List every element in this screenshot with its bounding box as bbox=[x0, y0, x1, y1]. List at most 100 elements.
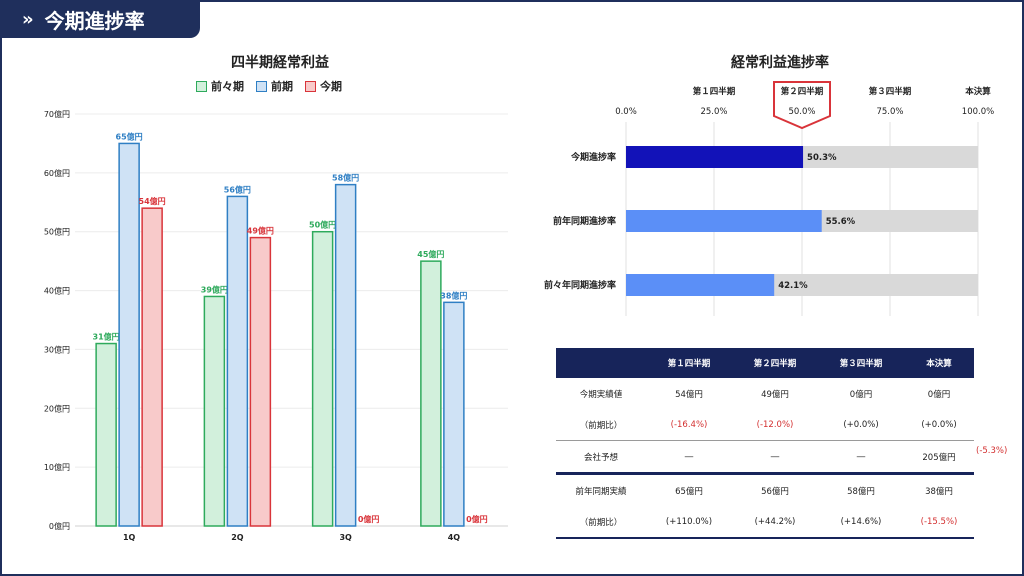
data-label: 42.1% bbox=[778, 281, 808, 291]
data-label: 54億円 bbox=[139, 196, 166, 206]
table-cell: 49億円 bbox=[761, 389, 789, 400]
bar-chart-legend: 前々期 前期 今期 bbox=[196, 78, 342, 94]
table-cell: 54億円 bbox=[675, 389, 703, 400]
table-header-cell: 第１四半期 bbox=[646, 348, 732, 378]
x-tick-label: 1Q bbox=[123, 533, 136, 542]
data-label: 49億円 bbox=[247, 226, 274, 236]
legend-item-current: 今期 bbox=[305, 78, 342, 94]
quarter-label: 第３四半期 bbox=[869, 86, 912, 97]
bar bbox=[118, 142, 140, 527]
table-cell: (+14.6%) bbox=[818, 506, 904, 539]
progress-bar bbox=[626, 146, 804, 168]
data-label: 38億円 bbox=[440, 290, 467, 300]
row-label: 会社予想 bbox=[583, 452, 618, 463]
bar bbox=[334, 183, 357, 527]
table-cell: 65億円 bbox=[646, 472, 732, 506]
y-tick-label: 20億円 bbox=[44, 403, 70, 413]
x-tick-label: 75.0% bbox=[876, 107, 903, 117]
data-label: 31億円 bbox=[93, 332, 120, 342]
legend-label: 前々期 bbox=[211, 80, 244, 93]
header-banner: » 今期進捗率 bbox=[0, 0, 200, 38]
data-label: 58億円 bbox=[332, 173, 359, 183]
table-cell: 38億円 bbox=[904, 472, 974, 506]
quarter-label: 本決算 bbox=[965, 86, 991, 97]
table-cell: 58億円 bbox=[818, 472, 904, 506]
bar bbox=[420, 260, 442, 527]
quarter-label: 第２四半期 bbox=[781, 86, 824, 97]
legend-swatch bbox=[256, 80, 267, 92]
y-tick-label: 30億円 bbox=[44, 344, 70, 354]
category-label: 前年同期進捗率 bbox=[553, 215, 616, 227]
legend-swatch bbox=[305, 80, 316, 92]
bar-chart-title: 四半期経常利益 bbox=[231, 55, 329, 71]
x-tick-label: 2Q bbox=[231, 533, 244, 542]
row-label: （前期比） bbox=[556, 409, 646, 441]
data-label: 56億円 bbox=[224, 184, 251, 194]
data-label: 50.3% bbox=[807, 153, 837, 163]
y-tick-label: 50億円 bbox=[44, 227, 70, 237]
x-tick-label: 25.0% bbox=[700, 107, 727, 117]
legend-item-prev2: 前々期 bbox=[196, 78, 244, 94]
table-cell: (+0.0%) bbox=[818, 409, 904, 441]
data-label: 39億円 bbox=[201, 284, 228, 294]
bar bbox=[249, 236, 272, 527]
table-cell: (+110.0%) bbox=[646, 506, 732, 539]
quarter-label: 第１四半期 bbox=[693, 86, 736, 97]
x-tick-label: 0.0% bbox=[615, 107, 637, 117]
table-cell: ― bbox=[856, 451, 866, 462]
y-tick-label: 60億円 bbox=[44, 168, 70, 178]
bar bbox=[141, 207, 163, 527]
x-tick-label: 100.0% bbox=[962, 107, 994, 117]
legend-item-prev: 前期 bbox=[256, 78, 293, 94]
row-label: 前年同期実績 bbox=[556, 472, 646, 506]
table-header-row: 第１四半期 第２四半期 第３四半期 本決算 bbox=[556, 348, 974, 378]
chevron-icon: » bbox=[22, 8, 34, 30]
progress-bar bbox=[626, 210, 822, 232]
bar bbox=[443, 301, 465, 527]
table-cell: 0億円 bbox=[849, 389, 873, 400]
data-label: 65億円 bbox=[116, 131, 143, 141]
table-header-cell: 本決算 bbox=[904, 348, 974, 378]
table-row: （前期比） (+110.0%) (+44.2%) (+14.6%) (-15.5… bbox=[556, 506, 974, 539]
table-cell: 205億円 bbox=[922, 452, 956, 463]
data-label: 45億円 bbox=[417, 249, 444, 259]
table-cell: (+44.2%) bbox=[732, 506, 818, 539]
progress-rate-chart: 0.0%25.0%50.0%75.0%100.0%第１四半期50.0%第２四半期… bbox=[544, 81, 994, 316]
data-label: 0億円 bbox=[466, 514, 488, 524]
table-cell: (-12.0%) bbox=[732, 409, 818, 441]
progress-chart-title: 経常利益進捗率 bbox=[731, 55, 829, 71]
row-label: 今期実績値 bbox=[579, 389, 623, 400]
row-label: （前期比） bbox=[556, 506, 646, 539]
legend-label: 今期 bbox=[320, 80, 342, 93]
x-tick-label: 3Q bbox=[339, 533, 352, 542]
table-header-cell: 第３四半期 bbox=[818, 348, 904, 378]
table-header-cell: 第２四半期 bbox=[732, 348, 818, 378]
category-label: 今期進捗率 bbox=[570, 151, 616, 163]
bar bbox=[203, 295, 226, 527]
table-cell: ― bbox=[684, 451, 694, 462]
table-header-cell bbox=[556, 348, 646, 378]
progress-bar bbox=[626, 274, 775, 296]
x-tick-label: 4Q bbox=[448, 533, 461, 542]
table-cell: ― bbox=[770, 451, 780, 462]
page-title: 今期進捗率 bbox=[44, 8, 145, 33]
legend-swatch bbox=[196, 80, 207, 92]
forecast-change-note: (-5.3%) bbox=[976, 446, 1008, 456]
table-cell: (+0.0%) bbox=[904, 409, 974, 441]
legend-label: 前期 bbox=[271, 80, 293, 93]
y-tick-label: 70億円 bbox=[44, 109, 70, 119]
y-tick-label: 0億円 bbox=[49, 521, 70, 531]
table-cell: 56億円 bbox=[732, 472, 818, 506]
table-row: 前年同期実績 65億円 56億円 58億円 38億円 bbox=[556, 472, 974, 506]
data-label: 50億円 bbox=[309, 220, 336, 230]
table-cell: 0億円 bbox=[927, 389, 951, 400]
table-row: （前期比） (-16.4%) (-12.0%) (+0.0%) (+0.0%) bbox=[556, 409, 974, 441]
summary-table: 第１四半期 第２四半期 第３四半期 本決算 今期実績値 54億円 49億円 0億… bbox=[556, 348, 974, 539]
table-row: 今期実績値 54億円 49億円 0億円 0億円 bbox=[556, 378, 974, 409]
bar bbox=[95, 342, 117, 527]
y-tick-label: 40億円 bbox=[44, 286, 70, 296]
highlight-tick-label: 50.0% bbox=[788, 107, 815, 117]
table-cell: (-15.5%) bbox=[904, 506, 974, 539]
highlight-marker bbox=[773, 81, 831, 130]
